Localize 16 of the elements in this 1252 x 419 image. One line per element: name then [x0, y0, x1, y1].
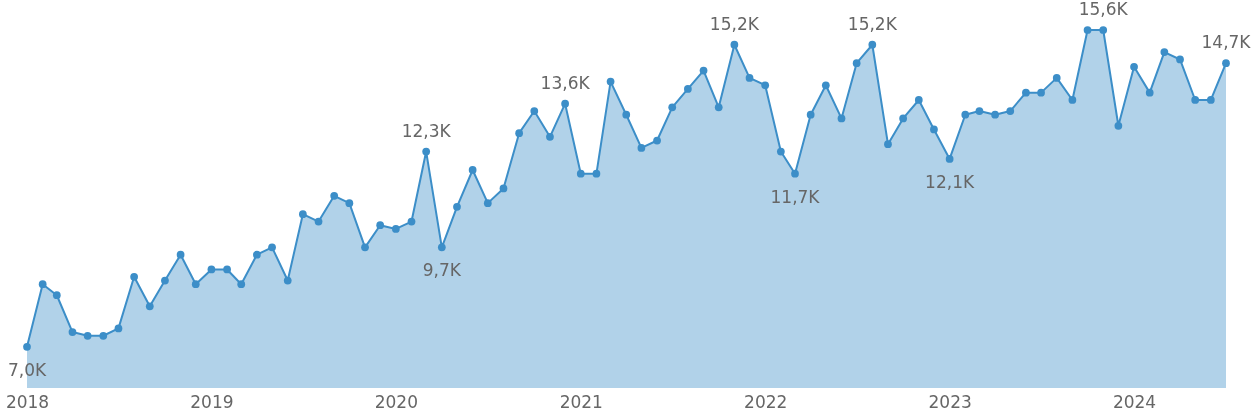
x-tick-label: 2018 [5, 391, 50, 412]
data-label: 13,6K [540, 72, 591, 93]
data-label: 11,7K [770, 186, 821, 207]
data-label: 15,6K [1078, 0, 1129, 19]
data-label: 15,2K [847, 13, 898, 34]
data-label: 14,7K [1201, 32, 1252, 53]
data-label: 12,1K [925, 171, 975, 192]
x-tick-label: 2019 [190, 391, 234, 412]
x-tick-label: 2024 [1112, 391, 1157, 412]
x-tick-label: 2021 [559, 391, 603, 412]
data-label: 12,3K [401, 120, 452, 141]
data-label: 15,2K [709, 13, 760, 34]
data-label: 9,7K [422, 260, 462, 281]
x-tick-label: 2022 [744, 391, 788, 412]
x-tick-label: 2020 [374, 391, 418, 412]
x-tick-label: 2023 [928, 391, 972, 412]
